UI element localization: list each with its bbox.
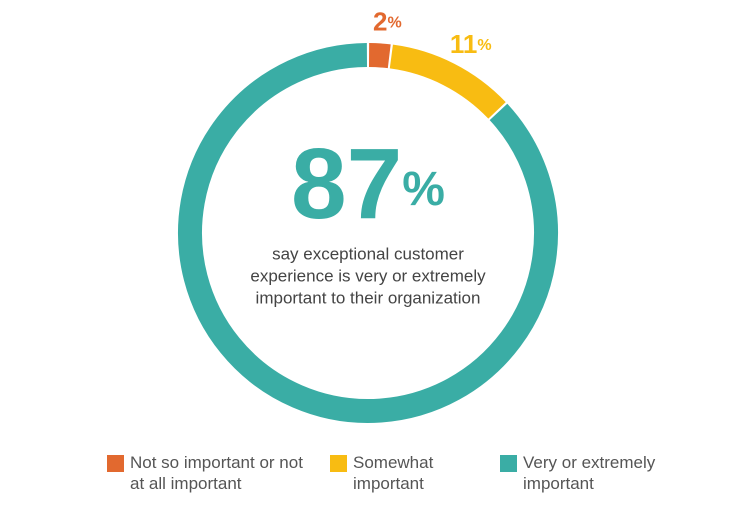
value-unit: % — [402, 163, 445, 216]
value-label: 11% — [450, 29, 492, 59]
legend-item: Very or extremely important — [500, 452, 693, 494]
value-label: 2% — [373, 6, 402, 36]
legend-label: Not so important or not at all important — [130, 453, 303, 493]
center-value-label: 87% — [291, 128, 445, 240]
value-number: 11 — [450, 29, 478, 59]
chart: 2%11%87%say exceptional customerexperien… — [178, 6, 558, 423]
value-number: 87 — [291, 128, 402, 240]
legend-swatch — [330, 455, 347, 472]
annotation: say exceptional customer — [272, 244, 464, 263]
annotation: experience is very or extremely — [250, 266, 486, 285]
legend-item: Somewhat important — [330, 452, 473, 494]
legend-item: Not so important or not at all important — [107, 452, 320, 494]
value-number: 2 — [373, 6, 387, 36]
value-unit: % — [387, 15, 401, 32]
legend-swatch — [500, 455, 517, 472]
donut-segment — [178, 43, 558, 423]
donut-segment — [368, 43, 391, 69]
legend-label: Somewhat important — [353, 453, 434, 493]
value-unit: % — [477, 37, 491, 54]
legend-label: Very or extremely important — [523, 453, 656, 493]
donut-segment — [389, 44, 506, 119]
annotation: important to their organization — [256, 288, 481, 307]
legend-swatch — [107, 455, 124, 472]
